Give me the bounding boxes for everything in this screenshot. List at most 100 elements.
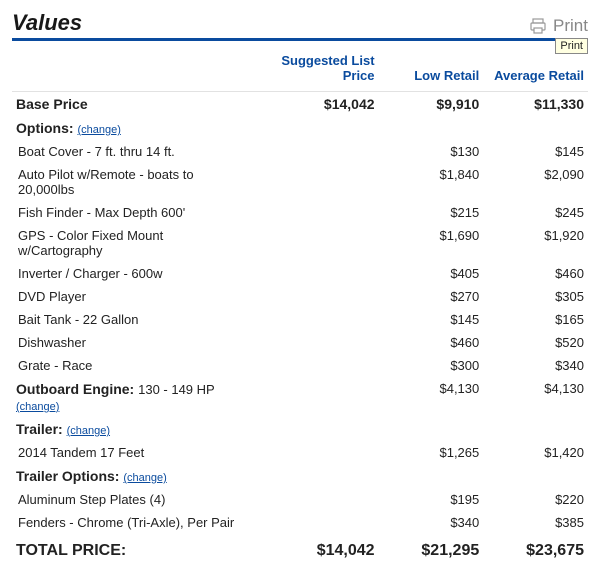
base-c3: $11,330 xyxy=(483,92,588,117)
option-label: Inverter / Charger - 600w xyxy=(12,262,253,285)
option-c3: $1,920 xyxy=(483,224,588,262)
option-c3: $305 xyxy=(483,285,588,308)
option-c1 xyxy=(253,331,379,354)
engine-label-text: Outboard Engine: xyxy=(16,381,134,397)
option-label: Grate - Race xyxy=(12,354,253,377)
blank xyxy=(253,417,379,441)
option-c1 xyxy=(253,262,379,285)
trailer-option-row: Fenders - Chrome (Tri-Axle), Per Pair $34… xyxy=(12,511,588,534)
trailer-c1 xyxy=(253,441,379,464)
trailer-option-label: Aluminum Step Plates (4) xyxy=(12,488,253,511)
option-c1 xyxy=(253,163,379,201)
blank xyxy=(253,464,379,488)
option-label: GPS - Color Fixed Mount w/Cartography xyxy=(12,224,253,262)
blank xyxy=(483,116,588,140)
option-c3: $2,090 xyxy=(483,163,588,201)
trailer-options-header-row: Trailer Options: (change) xyxy=(12,464,588,488)
option-c2: $1,840 xyxy=(379,163,484,201)
option-c1 xyxy=(253,224,379,262)
blank xyxy=(483,417,588,441)
trailer-option-c3: $220 xyxy=(483,488,588,511)
trailer-option-row: Aluminum Step Plates (4) $195$220 xyxy=(12,488,588,511)
blank xyxy=(253,116,379,140)
blank xyxy=(379,116,484,140)
blank xyxy=(379,417,484,441)
option-label: Fish Finder - Max Depth 600' xyxy=(12,201,253,224)
engine-row: Outboard Engine: 130 - 149 HP (change)$4… xyxy=(12,377,588,417)
option-c2: $300 xyxy=(379,354,484,377)
values-table: Suggested List Price Low Retail Average … xyxy=(12,47,588,564)
option-row: DVD Player $270$305 xyxy=(12,285,588,308)
page-title: Values xyxy=(12,10,82,36)
trailer-option-c2: $195 xyxy=(379,488,484,511)
print-label: Print xyxy=(553,16,588,36)
option-c1 xyxy=(253,140,379,163)
option-c2: $270 xyxy=(379,285,484,308)
option-c3: $340 xyxy=(483,354,588,377)
option-c2: $405 xyxy=(379,262,484,285)
print-button[interactable]: Print xyxy=(529,16,588,36)
trailer-change-link[interactable]: (change) xyxy=(67,425,110,437)
option-row: Inverter / Charger - 600w $405$460 xyxy=(12,262,588,285)
option-c3: $460 xyxy=(483,262,588,285)
option-label: DVD Player xyxy=(12,285,253,308)
option-c3: $145 xyxy=(483,140,588,163)
trailer-item-row: 2014 Tandem 17 Feet $1,265$1,420 xyxy=(12,441,588,464)
print-tooltip: Print xyxy=(555,38,588,54)
trailer-option-c1 xyxy=(253,488,379,511)
trailer-options-change-link[interactable]: (change) xyxy=(123,472,166,484)
trailer-option-c3: $385 xyxy=(483,511,588,534)
options-change-link[interactable]: (change) xyxy=(77,124,120,136)
trailer-item-label: 2014 Tandem 17 Feet xyxy=(12,441,253,464)
blank xyxy=(483,464,588,488)
options-label-text: Options: xyxy=(16,120,74,136)
option-row: Grate - Race $300$340 xyxy=(12,354,588,377)
option-c2: $460 xyxy=(379,331,484,354)
engine-change-link[interactable]: (change) xyxy=(16,401,59,413)
base-price-row: Base Price$14,042$9,910$11,330 xyxy=(12,92,588,117)
trailer-c2: $1,265 xyxy=(379,441,484,464)
option-c3: $520 xyxy=(483,331,588,354)
option-label: Auto Pilot w/Remote - boats to 20,000lbs xyxy=(12,163,253,201)
total-c2: $21,295 xyxy=(379,534,484,564)
engine-spec: 130 - 149 HP xyxy=(138,382,215,397)
engine-label: Outboard Engine: 130 - 149 HP (change) xyxy=(12,377,253,417)
trailer-c3: $1,420 xyxy=(483,441,588,464)
options-label: Options: (change) xyxy=(12,116,253,140)
total-label: TOTAL PRICE: xyxy=(12,534,253,564)
option-row: Boat Cover - 7 ft. thru 14 ft. $130$145 xyxy=(12,140,588,163)
header: Values Print Print xyxy=(12,10,588,41)
option-row: GPS - Color Fixed Mount w/Cartography $1,… xyxy=(12,224,588,262)
col-suggested: Suggested List Price xyxy=(253,47,379,92)
trailer-options-label: Trailer Options: (change) xyxy=(12,464,253,488)
option-c3: $165 xyxy=(483,308,588,331)
base-label: Base Price xyxy=(12,92,253,117)
engine-c1 xyxy=(253,377,379,417)
printer-icon xyxy=(529,18,547,34)
option-c1 xyxy=(253,308,379,331)
option-label: Boat Cover - 7 ft. thru 14 ft. xyxy=(12,140,253,163)
option-c2: $130 xyxy=(379,140,484,163)
trailer-header-row: Trailer: (change) xyxy=(12,417,588,441)
option-c1 xyxy=(253,285,379,308)
option-c1 xyxy=(253,354,379,377)
base-c1: $14,042 xyxy=(253,92,379,117)
total-row: TOTAL PRICE:$14,042$21,295$23,675 xyxy=(12,534,588,564)
option-c1 xyxy=(253,201,379,224)
col-low: Low Retail xyxy=(379,47,484,92)
option-row: Auto Pilot w/Remote - boats to 20,000lbs… xyxy=(12,163,588,201)
total-c3: $23,675 xyxy=(483,534,588,564)
column-headers: Suggested List Price Low Retail Average … xyxy=(12,47,588,92)
trailer-option-c1 xyxy=(253,511,379,534)
option-label: Bait Tank - 22 Gallon xyxy=(12,308,253,331)
option-c2: $145 xyxy=(379,308,484,331)
trailer-option-label: Fenders - Chrome (Tri-Axle), Per Pair xyxy=(12,511,253,534)
option-label: Dishwasher xyxy=(12,331,253,354)
option-row: Dishwasher $460$520 xyxy=(12,331,588,354)
options-header-row: Options: (change) xyxy=(12,116,588,140)
option-row: Bait Tank - 22 Gallon $145$165 xyxy=(12,308,588,331)
option-c2: $1,690 xyxy=(379,224,484,262)
option-c3: $245 xyxy=(483,201,588,224)
trailer-option-c2: $340 xyxy=(379,511,484,534)
trailer-options-label-text: Trailer Options: xyxy=(16,468,119,484)
